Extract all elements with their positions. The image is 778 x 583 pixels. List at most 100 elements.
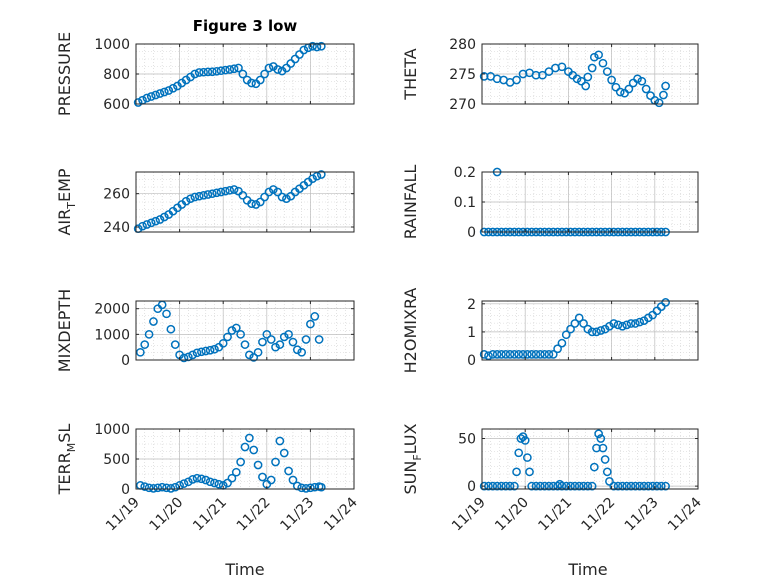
data-point xyxy=(609,481,619,491)
data-point xyxy=(255,75,265,85)
data-point xyxy=(615,87,625,97)
data-point xyxy=(548,350,558,359)
data-point xyxy=(205,477,215,487)
data-point xyxy=(181,196,191,206)
y-axis-label-part: TERR xyxy=(55,452,74,495)
data-point xyxy=(149,317,158,326)
data-point xyxy=(641,84,651,94)
x-tick-label: 11/21 xyxy=(190,495,230,535)
data-point xyxy=(155,89,165,98)
y-tick-label: 270 xyxy=(449,97,476,113)
data-point xyxy=(207,67,217,77)
y-tick-label: 275 xyxy=(449,67,476,83)
data-point xyxy=(194,191,204,201)
data-point xyxy=(566,324,575,334)
data-point xyxy=(290,54,300,64)
x-tick-label: 11/23 xyxy=(277,495,317,535)
x-tick-label: 11/20 xyxy=(492,495,532,535)
data-point xyxy=(505,350,515,359)
data-point xyxy=(583,481,593,491)
data-point xyxy=(314,335,324,344)
y-axis-label-part: EMP xyxy=(55,168,74,202)
data-point xyxy=(247,199,256,209)
data-point xyxy=(170,340,180,349)
data-point xyxy=(523,453,532,462)
data-point xyxy=(540,350,549,359)
data-point xyxy=(258,337,267,347)
data-point xyxy=(514,350,524,359)
data-point xyxy=(492,481,502,491)
data-point xyxy=(570,481,580,491)
data-point xyxy=(484,351,493,361)
data-point xyxy=(212,66,222,76)
data-point xyxy=(179,479,189,488)
data-point xyxy=(581,81,591,91)
data-point xyxy=(527,481,537,491)
data-point xyxy=(292,481,302,491)
data-point xyxy=(613,320,623,330)
axes-box xyxy=(481,428,699,490)
data-point xyxy=(229,64,239,74)
data-point xyxy=(247,78,256,88)
data-point xyxy=(210,478,219,488)
data-point xyxy=(631,319,640,328)
grid xyxy=(135,428,355,490)
y-tick-label: 1000 xyxy=(94,327,130,343)
data-point xyxy=(223,332,232,342)
data-point xyxy=(157,482,167,492)
data-point xyxy=(188,350,198,360)
data-point xyxy=(596,326,606,335)
data-point xyxy=(266,335,276,344)
y-axis-label-part: F xyxy=(411,454,424,460)
data-point xyxy=(544,350,554,359)
data-point xyxy=(227,473,237,483)
data-point xyxy=(492,350,502,359)
data-point xyxy=(140,340,150,349)
data-point xyxy=(531,350,541,359)
data-point xyxy=(525,467,534,477)
data-point xyxy=(553,481,562,491)
data-point xyxy=(210,344,219,354)
data-point xyxy=(594,50,603,60)
data-point xyxy=(553,344,562,354)
data-point xyxy=(605,477,614,486)
data-point xyxy=(279,448,289,458)
data-point xyxy=(273,65,283,74)
data-point xyxy=(510,350,519,359)
data-point xyxy=(535,350,545,359)
data-point xyxy=(201,475,211,485)
data-point xyxy=(159,212,169,222)
x-axis-label-right: Time xyxy=(567,560,607,579)
data-point xyxy=(589,52,599,62)
data-point xyxy=(631,481,640,491)
data-point xyxy=(277,192,287,202)
y-axis-label: H2OMIXRA xyxy=(401,288,420,374)
data-point xyxy=(572,74,582,84)
data-point xyxy=(227,326,237,335)
data-point xyxy=(299,45,309,55)
grid xyxy=(135,300,355,361)
y-tick-label: 0.2 xyxy=(454,165,476,181)
series-markers xyxy=(479,298,670,361)
data-point xyxy=(203,190,213,199)
data-point xyxy=(635,481,645,491)
series-markers xyxy=(479,429,670,491)
data-point xyxy=(151,90,160,100)
data-point xyxy=(613,481,623,491)
data-point xyxy=(505,481,515,491)
y-axis-label: RAINFALL xyxy=(401,165,420,240)
data-point xyxy=(249,445,259,455)
data-point xyxy=(540,481,549,491)
data-point xyxy=(516,434,526,443)
data-point xyxy=(142,220,152,229)
data-point xyxy=(501,481,511,491)
data-point xyxy=(626,481,636,491)
panel-5: 0 1 2 H2OMIXRA xyxy=(401,288,699,374)
data-point xyxy=(229,185,239,194)
data-point xyxy=(622,320,632,330)
y-tick-label: 0 xyxy=(121,353,130,369)
data-point xyxy=(602,467,612,477)
data-point xyxy=(133,98,143,107)
y-tick-label: 2 xyxy=(467,297,476,313)
data-point xyxy=(497,350,506,359)
